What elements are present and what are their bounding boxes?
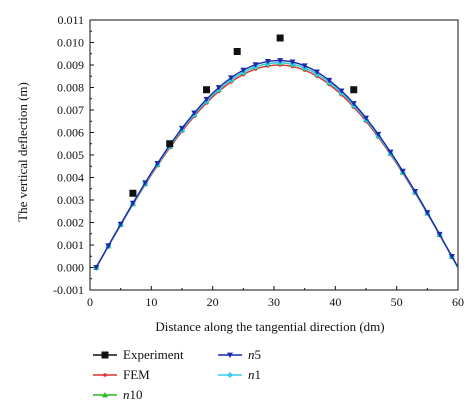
- y-tick-label: 0.000: [57, 261, 84, 275]
- y-tick-label: 0.003: [57, 193, 84, 207]
- axes: -0.001 0.000 0.001 0.002 0.003 0.004 0.005 0.00…: [53, 13, 464, 309]
- data-point: [129, 200, 136, 207]
- legend-swatch-marker: [227, 372, 233, 378]
- legend-label-text: FEM: [123, 367, 150, 382]
- data-point: [363, 115, 369, 122]
- data-point: [264, 59, 271, 65]
- x-tick-label: 60: [452, 295, 464, 309]
- data-point: [375, 131, 382, 138]
- series-n1: [93, 59, 459, 271]
- y-tick-label: -0.001: [53, 283, 84, 297]
- data-point: [240, 67, 247, 74]
- legend-swatch-marker: [103, 373, 107, 377]
- y-tick-label: 0.008: [57, 81, 84, 95]
- legend-label-italic: n: [248, 367, 255, 382]
- data-point: [338, 88, 345, 94]
- series-layer: [93, 34, 459, 271]
- y-tick-label: 0.010: [57, 36, 84, 50]
- y-tick-label: 0.002: [57, 216, 84, 230]
- experiment-point: [166, 140, 174, 148]
- legend-item-experiment: Experiment: [93, 347, 184, 362]
- series-line: [95, 62, 459, 268]
- legend-label: n1: [248, 367, 261, 382]
- legend-label: n10: [123, 387, 143, 402]
- x-tick-label: 0: [87, 295, 93, 309]
- legend-item-fem: FEM: [93, 367, 150, 382]
- data-point: [93, 265, 100, 271]
- legend-label: FEM: [123, 367, 150, 382]
- data-point: [350, 101, 357, 107]
- data-point: [252, 62, 259, 68]
- legend-label-text: 1: [255, 367, 262, 382]
- data-point: [191, 110, 198, 116]
- data-point: [117, 221, 124, 228]
- data-point: [412, 188, 419, 195]
- data-point: [277, 58, 284, 64]
- x-tick-label: 40: [329, 295, 341, 309]
- series-line: [95, 62, 459, 268]
- legend-label: n5: [248, 347, 261, 362]
- data-point: [289, 59, 296, 65]
- x-tick-label: 20: [207, 295, 219, 309]
- data-point: [448, 253, 455, 260]
- series-fem: [94, 63, 459, 270]
- y-tick-label: 0.001: [57, 238, 84, 252]
- data-point: [313, 69, 320, 75]
- x-tick-label: 30: [268, 295, 280, 309]
- legend-item-n10: n10: [93, 387, 143, 402]
- legend-item-n1: n1: [218, 367, 261, 382]
- data-point: [326, 77, 333, 84]
- data-point: [142, 180, 149, 186]
- data-point: [228, 75, 235, 81]
- data-point: [436, 231, 443, 238]
- data-point: [301, 63, 308, 69]
- experiment-point: [350, 86, 358, 94]
- x-axis-title: Distance along the tangential direction …: [155, 319, 384, 334]
- data-point: [203, 96, 210, 103]
- experiment-point: [233, 48, 241, 55]
- y-tick-label: 0.007: [57, 103, 84, 117]
- series-line: [95, 64, 459, 268]
- y-axis-title: The vertical deflection (m): [15, 82, 30, 222]
- x-tick-label: 50: [391, 295, 403, 309]
- legend-swatch-marker: [227, 352, 233, 358]
- series-line: [95, 59, 459, 268]
- legend-label-text: Experiment: [123, 347, 184, 362]
- experiment-point: [129, 189, 137, 197]
- y-tick-label: 0.004: [57, 171, 84, 185]
- y-tick-label: 0.005: [57, 148, 84, 162]
- x-tick-label: 10: [145, 295, 157, 309]
- series-n5: [93, 58, 459, 271]
- series-experiment: [129, 34, 358, 197]
- experiment-point: [203, 86, 211, 94]
- y-tick-label: 0.009: [57, 58, 84, 72]
- y-tick-label: 0.006: [57, 126, 84, 140]
- data-point: [424, 210, 431, 216]
- legend-label-text: 5: [255, 347, 262, 362]
- data-point: [179, 125, 185, 132]
- data-point: [387, 149, 394, 156]
- series-n10: [93, 59, 459, 270]
- y-tick-label: 0.011: [57, 13, 84, 27]
- legend-label-italic: n: [248, 347, 255, 362]
- legend-label-text: 10: [130, 387, 143, 402]
- data-point: [215, 85, 222, 91]
- data-point: [105, 243, 112, 249]
- experiment-point: [276, 34, 284, 42]
- legend-swatch-marker: [102, 392, 108, 398]
- legend-label: Experiment: [123, 347, 184, 362]
- legend-item-n5: n5: [218, 347, 261, 362]
- legend-label-italic: n: [123, 387, 130, 402]
- legend-swatch-marker: [101, 351, 109, 359]
- data-point: [154, 160, 161, 167]
- data-point: [399, 168, 406, 175]
